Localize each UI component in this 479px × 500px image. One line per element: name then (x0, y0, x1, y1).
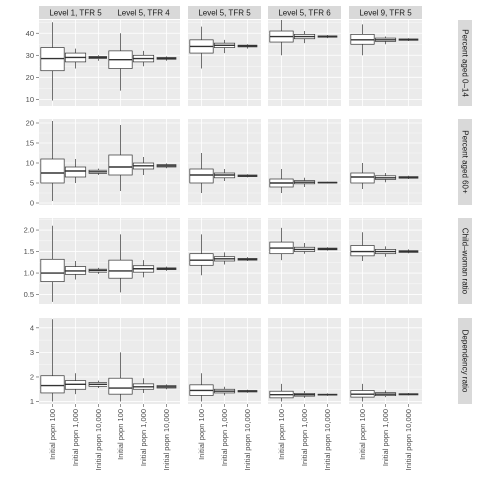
x-tick-label: Initial popn 1,000 (139, 409, 148, 466)
x-tick-label: Initial popn 100 (197, 409, 206, 460)
y-tick-label: 10 (26, 95, 34, 104)
column-strip (268, 6, 341, 19)
y-tick-label: 2 (30, 373, 34, 382)
y-tick-label: 40 (26, 29, 34, 38)
x-tick-label: Initial popn 1,000 (71, 409, 80, 466)
box (108, 259, 133, 279)
x-tick-label: Initial popn 100 (277, 409, 286, 460)
row-strip (458, 318, 472, 404)
row-strip-label: Dependency ratio (461, 330, 470, 393)
y-tick-label: 2.0 (24, 226, 34, 235)
y-tick-label: 1.5 (24, 247, 34, 256)
y-tick-label: 3 (30, 348, 34, 357)
x-tick-label: Initial popn 10,000 (323, 409, 332, 470)
column-strip-label: Level 1, TFR 5 (49, 9, 102, 18)
x-tick-label: Initial popn 1,000 (300, 409, 309, 466)
x-tick-label: Initial popn 10,000 (162, 409, 171, 470)
box (108, 154, 133, 176)
y-tick-label: 30 (26, 51, 34, 60)
row-strip (458, 119, 472, 205)
y-tick-label: 1.0 (24, 269, 34, 278)
box (40, 258, 65, 282)
box (350, 172, 375, 184)
box (64, 166, 87, 178)
box (108, 377, 133, 395)
box (189, 168, 214, 184)
y-tick-label: 20 (26, 119, 34, 128)
box (40, 375, 65, 394)
x-tick-label: Initial popn 1,000 (220, 409, 229, 466)
row-strip (458, 20, 472, 106)
row-strip-label: Percent aged 0–14 (461, 29, 470, 97)
x-tick-label: Initial popn 100 (358, 409, 367, 460)
box (40, 158, 65, 184)
x-tick-label: Initial popn 10,000 (404, 409, 413, 470)
column-strip (39, 6, 112, 19)
y-tick-label: 4 (30, 324, 34, 333)
x-tick-label: Initial popn 1,000 (381, 409, 390, 466)
y-tick-label: 15 (26, 139, 34, 148)
x-tick-label: Initial popn 10,000 (243, 409, 252, 470)
row-strip-label: Child–woman ratio (461, 228, 470, 295)
row-strip (458, 218, 472, 304)
column-strip (349, 6, 422, 19)
column-strip-label: Level 9, TFR 5 (359, 9, 412, 18)
row-strip-label: Percent aged 60+ (461, 130, 470, 194)
x-tick-label: Initial popn 10,000 (94, 409, 103, 470)
column-strip-label: Level 5, TFR 5 (198, 9, 251, 18)
y-tick-label: 0 (30, 199, 34, 208)
column-strip (107, 6, 180, 19)
y-tick-label: 0.5 (24, 290, 34, 299)
column-strip-label: Level 5, TFR 6 (278, 9, 331, 18)
box (350, 245, 375, 257)
y-tick-label: 10 (26, 159, 34, 168)
y-tick-label: 20 (26, 73, 34, 82)
x-tick-label: Initial popn 100 (48, 409, 57, 460)
x-tick-label: Initial popn 100 (116, 409, 125, 460)
y-tick-label: 5 (30, 179, 34, 188)
column-strip-label: Level 5, TFR 4 (117, 9, 170, 18)
column-strip (188, 6, 261, 19)
y-tick-label: 1 (30, 397, 34, 406)
